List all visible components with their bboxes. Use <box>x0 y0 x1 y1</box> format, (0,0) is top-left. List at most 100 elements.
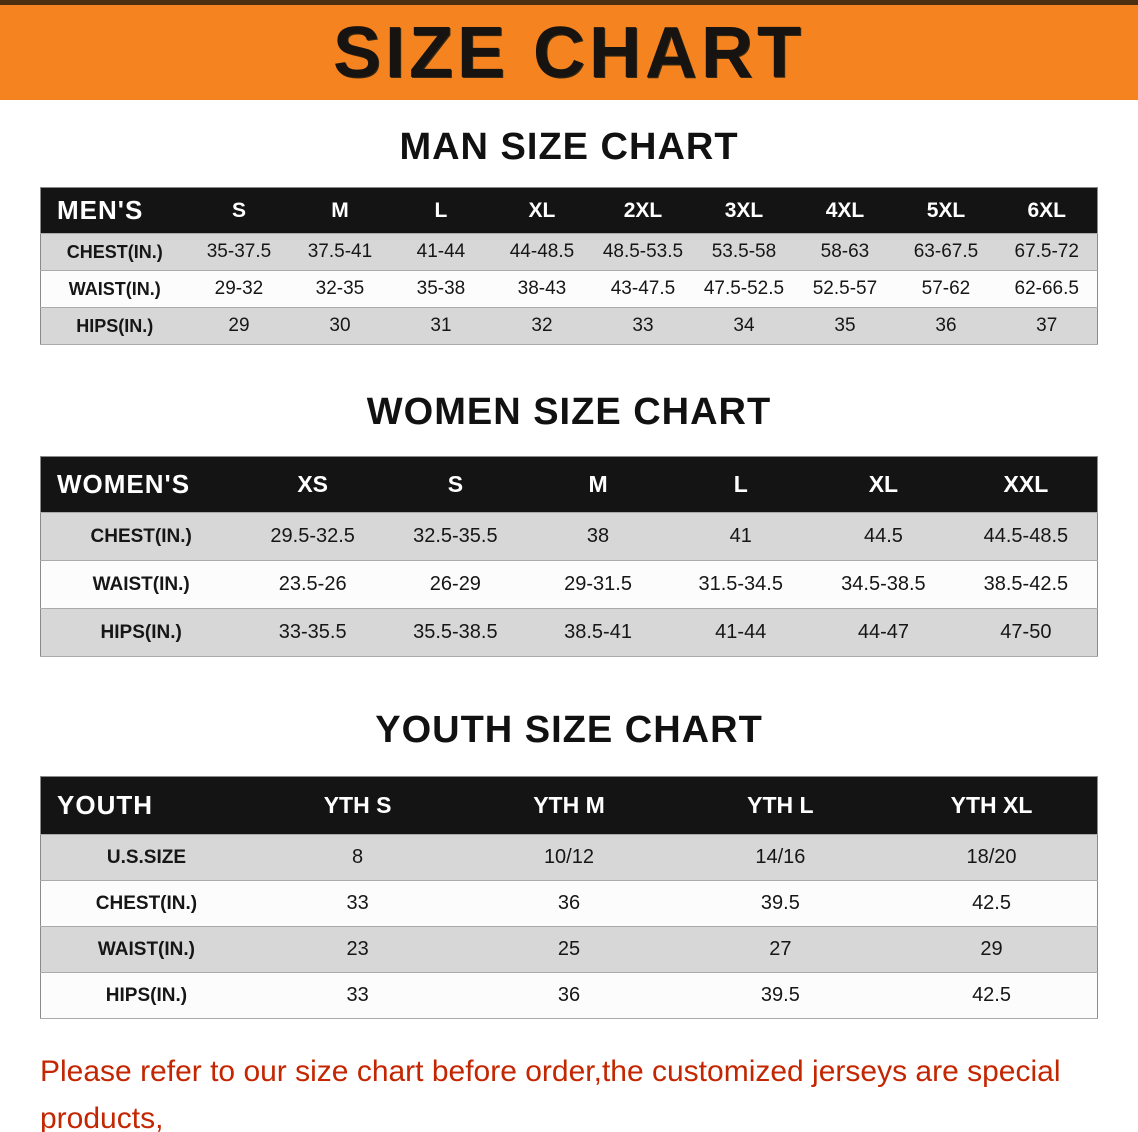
disclaimer-line-1: Please refer to our size chart before or… <box>40 1055 1061 1132</box>
value-cell: 37 <box>996 307 1098 345</box>
value-cell: 41-44 <box>390 233 492 271</box>
value-cell: 37.5-41 <box>289 233 391 271</box>
value-cell: 38.5-41 <box>526 608 670 657</box>
value-cell: 33 <box>251 972 464 1019</box>
size-column-header: S <box>384 456 527 513</box>
banner-title: SIZE CHART <box>333 12 805 93</box>
value-cell: 38-43 <box>491 270 593 308</box>
value-cell: 44.5 <box>812 512 955 561</box>
value-cell: 32 <box>491 307 593 345</box>
value-cell: 44-48.5 <box>491 233 593 271</box>
value-cell: 33 <box>592 307 694 345</box>
size-column-header: 5XL <box>895 187 997 234</box>
value-cell: 23.5-26 <box>241 560 385 609</box>
table-title-cell: MEN'S <box>40 187 189 234</box>
size-column-header: M <box>526 456 670 513</box>
value-cell: 39.5 <box>674 880 887 927</box>
size-column-header: L <box>669 456 813 513</box>
size-column-header: YTH XL <box>886 776 1098 835</box>
value-cell: 33-35.5 <box>241 608 385 657</box>
value-cell: 32-35 <box>289 270 391 308</box>
value-cell: 38.5-42.5 <box>954 560 1098 609</box>
value-cell: 62-66.5 <box>996 270 1098 308</box>
value-cell: 27 <box>674 926 887 973</box>
value-cell: 23 <box>251 926 464 973</box>
size-column-header: YTH L <box>674 776 887 835</box>
value-cell: 39.5 <box>674 972 887 1019</box>
size-column-header: YTH M <box>463 776 675 835</box>
table-row: HIPS(IN.) 33 36 39.5 42.5 <box>40 972 1098 1019</box>
youth-size-table: YOUTH YTH S YTH M YTH L YTH XL U.S.SIZE 8 10/12… <box>40 776 1098 1019</box>
value-cell: 58-63 <box>794 233 896 271</box>
row-label: WAIST(IN.) <box>40 560 242 609</box>
value-cell: 14/16 <box>674 834 887 881</box>
value-cell: 30 <box>289 307 391 345</box>
row-label: HIPS(IN.) <box>40 972 252 1019</box>
size-column-header: S <box>188 187 290 234</box>
table-row: WAIST(IN.) 23.5-26 26-29 29-31.5 31.5-34.5 34… <box>40 560 1098 609</box>
value-cell: 44-47 <box>812 608 955 657</box>
man-size-section: MAN SIZE CHART MEN'S S M L XL 2XL 3XL 4XL 5XL 6XL… <box>0 126 1138 345</box>
size-column-header: YTH S <box>251 776 464 835</box>
value-cell: 26-29 <box>384 560 527 609</box>
women-size-table: WOMEN'S XS S M L XL XXL CHEST(IN.) 29.5-32.5 32.5… <box>40 456 1098 657</box>
value-cell: 41 <box>669 512 813 561</box>
value-cell: 35-37.5 <box>188 233 290 271</box>
youth-size-heading: YOUTH SIZE CHART <box>375 709 763 751</box>
value-cell: 29 <box>188 307 290 345</box>
table-row: U.S.SIZE 8 10/12 14/16 18/20 <box>40 834 1098 881</box>
size-column-header: 6XL <box>996 187 1098 234</box>
value-cell: 29 <box>886 926 1098 973</box>
value-cell: 42.5 <box>886 972 1098 1019</box>
value-cell: 53.5-58 <box>693 233 795 271</box>
row-label: CHEST(IN.) <box>40 233 189 271</box>
value-cell: 52.5-57 <box>794 270 896 308</box>
value-cell: 44.5-48.5 <box>954 512 1098 561</box>
value-cell: 41-44 <box>669 608 813 657</box>
size-column-header: XL <box>491 187 593 234</box>
value-cell: 29-31.5 <box>526 560 670 609</box>
value-cell: 35.5-38.5 <box>384 608 527 657</box>
value-cell: 36 <box>463 880 675 927</box>
table-header-row: YOUTH YTH S YTH M YTH L YTH XL <box>40 776 1098 835</box>
size-column-header: XS <box>241 456 385 513</box>
row-label: HIPS(IN.) <box>40 307 189 345</box>
value-cell: 8 <box>251 834 464 881</box>
size-column-header: M <box>289 187 391 234</box>
value-cell: 42.5 <box>886 880 1098 927</box>
women-size-heading: WOMEN SIZE CHART <box>366 391 772 433</box>
value-cell: 32.5-35.5 <box>384 512 527 561</box>
table-row: WAIST(IN.) 29-32 32-35 35-38 38-43 43-47.5 47.… <box>40 270 1098 308</box>
value-cell: 25 <box>463 926 675 973</box>
value-cell: 29-32 <box>188 270 290 308</box>
value-cell: 36 <box>463 972 675 1019</box>
size-column-header: 3XL <box>693 187 795 234</box>
size-chart-banner: SIZE CHART <box>0 0 1138 100</box>
youth-size-section: YOUTH SIZE CHART YOUTH YTH S YTH M YTH L YTH… <box>0 709 1138 1019</box>
value-cell: 31.5-34.5 <box>669 560 813 609</box>
value-cell: 33 <box>251 880 464 927</box>
table-row: CHEST(IN.) 33 36 39.5 42.5 <box>40 880 1098 927</box>
value-cell: 34.5-38.5 <box>812 560 955 609</box>
value-cell: 63-67.5 <box>895 233 997 271</box>
row-label: WAIST(IN.) <box>40 926 252 973</box>
size-column-header: L <box>390 187 492 234</box>
table-row: HIPS(IN.) 33-35.5 35.5-38.5 38.5-41 41-44 44-… <box>40 608 1098 657</box>
size-column-header: XXL <box>954 456 1098 513</box>
table-row: WAIST(IN.) 23 25 27 29 <box>40 926 1098 973</box>
table-title-cell: WOMEN'S <box>40 456 242 513</box>
man-size-heading: MAN SIZE CHART <box>399 126 739 168</box>
row-label: U.S.SIZE <box>40 834 252 881</box>
man-size-table: MEN'S S M L XL 2XL 3XL 4XL 5XL 6XL CHEST(IN.) 35-37… <box>40 187 1098 345</box>
value-cell: 38 <box>526 512 670 561</box>
value-cell: 57-62 <box>895 270 997 308</box>
size-column-header: 4XL <box>794 187 896 234</box>
value-cell: 31 <box>390 307 492 345</box>
row-label: CHEST(IN.) <box>40 880 252 927</box>
table-row: HIPS(IN.) 29 30 31 32 33 34 35 36 37 <box>40 307 1098 345</box>
value-cell: 18/20 <box>886 834 1098 881</box>
value-cell: 35 <box>794 307 896 345</box>
value-cell: 10/12 <box>463 834 675 881</box>
table-header-row: MEN'S S M L XL 2XL 3XL 4XL 5XL 6XL <box>40 187 1098 234</box>
value-cell: 47.5-52.5 <box>693 270 795 308</box>
